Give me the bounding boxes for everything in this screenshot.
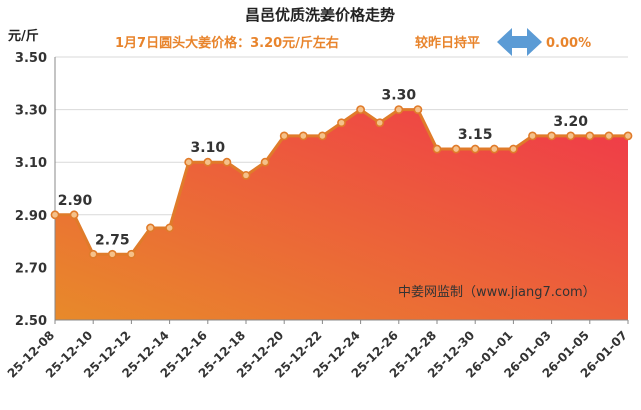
y-tick-label: 3.30 [15, 104, 47, 119]
price-point [126, 249, 136, 259]
y-tick-label: 2.50 [15, 314, 47, 329]
comparison-label: 较昨日持平 [415, 35, 480, 51]
price-point [375, 118, 385, 128]
price-point [107, 249, 117, 259]
y-tick-labels: 2.50 2.70 2.90 3.10 3.30 3.50 [15, 51, 47, 329]
price-point [509, 144, 518, 154]
data-label: 3.10 [191, 140, 226, 156]
price-point [222, 157, 232, 167]
price-point [585, 131, 595, 141]
data-labels: 2.90 2.75 3.10 3.30 3.15 3.20 [58, 88, 589, 249]
price-point [203, 157, 213, 167]
axes [54, 57, 629, 324]
watermark: 中姜网监制（www.jiang7.com） [398, 285, 596, 300]
price-point [146, 223, 155, 233]
price-point [298, 131, 308, 141]
price-point [413, 105, 423, 114]
price-point [337, 118, 346, 128]
y-tick-label: 2.70 [15, 261, 47, 276]
price-point [260, 157, 270, 167]
price-point [623, 131, 633, 141]
price-point [317, 131, 327, 141]
data-label: 2.75 [95, 232, 130, 248]
x-tick-labels: 25-12-0825-12-1025-12-1225-12-1425-12-16… [5, 328, 630, 380]
price-subtitle: 1月7日圆头大姜价格：3.20元/斤左右 [115, 35, 339, 51]
price-point [432, 144, 442, 154]
y-tick-label: 2.90 [15, 209, 47, 224]
subtitle-row: 1月7日圆头大姜价格：3.20元/斤左右 较昨日持平 0.00% [115, 28, 591, 56]
price-point [356, 105, 365, 114]
price-point [528, 131, 537, 141]
price-point [566, 131, 576, 141]
chart-title: 昌邑优质洗姜价格走势 [245, 6, 395, 24]
price-point [394, 105, 404, 114]
price-markers [50, 105, 633, 259]
data-label: 3.15 [458, 127, 493, 143]
price-point [184, 157, 194, 167]
left-right-arrow-icon [497, 28, 542, 56]
price-point [451, 144, 461, 154]
price-point [470, 144, 480, 154]
price-point [279, 131, 289, 141]
y-axis-unit: 元/斤 [8, 28, 39, 44]
y-tick-label: 3.50 [15, 51, 47, 66]
price-point [88, 249, 98, 259]
price-point [69, 210, 79, 220]
price-point [547, 131, 556, 141]
change-value: 0.00% [546, 36, 591, 51]
price-point [489, 144, 499, 154]
price-point [604, 131, 614, 141]
data-label: 3.30 [382, 88, 417, 104]
data-label: 2.90 [58, 193, 93, 209]
price-point [50, 210, 60, 220]
price-point [241, 170, 251, 180]
price-point [165, 223, 174, 233]
y-tick-label: 3.10 [15, 156, 47, 171]
data-label: 3.20 [553, 114, 588, 130]
